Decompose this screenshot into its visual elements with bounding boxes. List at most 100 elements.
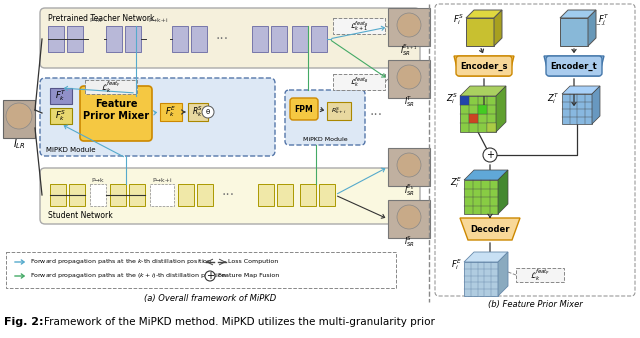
Bar [388,60,430,98]
Polygon shape [560,18,588,46]
Polygon shape [466,18,494,46]
Polygon shape [498,252,508,296]
Bar [516,268,564,282]
Bar [333,74,385,90]
Bar [85,80,137,94]
Text: Pretrained Teacher Network: Pretrained Teacher Network [48,14,154,23]
Bar [160,103,182,121]
Text: Encoder_t: Encoder_t [550,62,597,71]
Text: $F_i^T$: $F_i^T$ [598,12,609,27]
Bar [197,184,213,206]
Bar [300,184,316,206]
Text: $I_{LR}$: $I_{LR}$ [13,137,26,151]
Polygon shape [464,180,498,214]
Text: $\mathcal{L}_{k+1}^{feat_B}$: $\mathcal{L}_{k+1}^{feat_B}$ [349,19,369,33]
Text: $R_{k+i}^S$: $R_{k+i}^S$ [332,105,347,116]
Text: (a) Overall framework of MiPKD: (a) Overall framework of MiPKD [144,293,276,303]
Bar [178,184,194,206]
Polygon shape [454,56,514,76]
Text: ···: ··· [369,108,383,122]
Bar [188,103,208,121]
FancyBboxPatch shape [285,90,365,145]
Circle shape [397,13,421,37]
Bar [478,105,487,114]
Bar [252,26,268,52]
Circle shape [397,65,421,89]
FancyBboxPatch shape [40,8,420,68]
Bar [50,108,72,124]
Circle shape [483,148,497,162]
Bar [125,26,141,52]
Circle shape [205,271,215,281]
Polygon shape [562,86,600,94]
FancyBboxPatch shape [80,86,152,141]
Text: $Z_i^E$: $Z_i^E$ [450,175,462,190]
FancyBboxPatch shape [546,56,602,76]
Text: +: + [486,150,494,160]
FancyBboxPatch shape [290,98,318,120]
Polygon shape [588,10,596,46]
Bar [172,26,188,52]
Bar [3,100,35,138]
Bar [271,26,287,52]
Text: $\mathcal{L}_k^{feat_B}$: $\mathcal{L}_k^{feat_B}$ [349,75,369,89]
Bar [388,148,430,186]
Polygon shape [460,86,506,96]
Text: $\mathcal{L}_k^{feat_P}$: $\mathcal{L}_k^{feat_P}$ [530,267,550,283]
Bar [327,102,351,120]
Text: Student Network: Student Network [48,211,113,220]
Text: P→k+i: P→k+i [152,177,172,183]
FancyBboxPatch shape [40,78,275,156]
Text: ···: ··· [216,32,228,46]
Text: $F_i^E$: $F_i^E$ [451,257,462,272]
Text: Forward propagation paths at the $(k+i)$-th distillation position: Forward propagation paths at the $(k+i)$… [30,271,227,281]
Polygon shape [466,10,502,18]
Text: Decoder: Decoder [470,224,509,234]
Text: $I_{SR}^S$: $I_{SR}^S$ [404,235,415,249]
Text: $I_{SR}^{E_{k+1}}$: $I_{SR}^{E_{k+1}}$ [401,42,417,58]
Bar [333,18,385,34]
Bar [129,184,145,206]
Text: Fig. 2:: Fig. 2: [4,317,44,327]
Polygon shape [498,170,508,214]
Circle shape [397,153,421,177]
Text: $I_{SR}^T$: $I_{SR}^T$ [404,95,415,110]
Bar [50,184,66,206]
Bar [106,26,122,52]
Text: Feature Map Fusion: Feature Map Fusion [218,273,279,279]
Text: $\mathcal{L}_k^{feat_F}$: $\mathcal{L}_k^{feat_F}$ [101,79,121,95]
Text: P→k+i: P→k+i [148,19,168,24]
Bar [319,184,335,206]
Polygon shape [464,252,508,262]
Text: FPM: FPM [294,104,314,114]
Text: ···: ··· [221,188,235,202]
Polygon shape [496,86,506,132]
Text: $F_i^S$: $F_i^S$ [453,12,464,27]
Bar [388,8,430,46]
Bar [90,184,106,206]
Bar [110,184,126,206]
Text: +: + [206,271,214,281]
Text: P→k: P→k [92,177,104,183]
Text: Forward propagation paths at the $k$-th distillation position: Forward propagation paths at the $k$-th … [30,258,212,266]
Polygon shape [592,86,600,124]
Text: Loss Compution: Loss Compution [228,260,278,265]
Bar [258,184,274,206]
Text: $I_{SR}^{E_k}$: $I_{SR}^{E_k}$ [404,182,415,198]
Text: Framework of the MiPKD method. MiPKD utilizes the multi-granularity prior: Framework of the MiPKD method. MiPKD uti… [44,317,435,327]
Polygon shape [560,10,596,18]
Polygon shape [494,10,502,46]
Text: Feature: Feature [95,99,137,109]
Bar [67,26,83,52]
Text: $F_k^S$: $F_k^S$ [56,108,67,123]
Circle shape [202,106,214,118]
Text: θ: θ [206,109,210,115]
Text: MiPKD Module: MiPKD Module [303,137,348,142]
Bar [469,114,478,123]
Circle shape [6,103,32,129]
Circle shape [397,205,421,229]
Bar [50,88,72,104]
Text: Priror Mixer: Priror Mixer [83,111,149,121]
Text: (b) Feature Prior Mixer: (b) Feature Prior Mixer [488,300,582,310]
Bar [191,26,207,52]
